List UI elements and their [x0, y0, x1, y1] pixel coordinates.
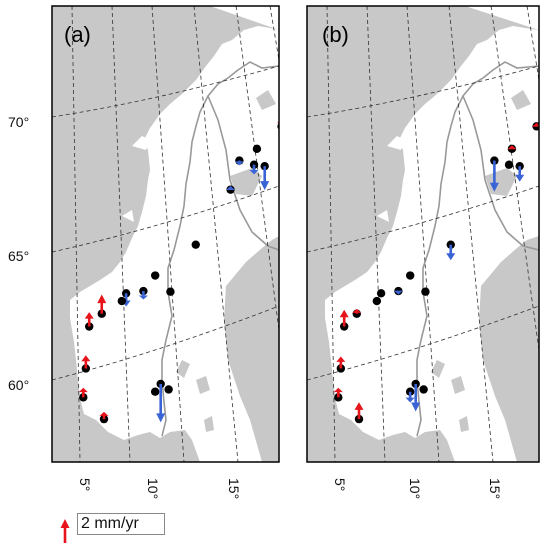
velocity-arrow-head: [489, 182, 499, 192]
gps-station: [421, 287, 430, 296]
legend-scale-label: 2 mm/yr: [77, 513, 165, 535]
inland-water: [176, 90, 279, 462]
panel-frame: [306, 5, 540, 463]
graticule: [307, 6, 539, 462]
gps-station: [117, 296, 127, 306]
latitude-labels: 70° 65° 60°: [8, 114, 29, 393]
velocity-arrow-head: [138, 295, 148, 300]
gps-station: [419, 385, 428, 394]
velocity-arrow-head: [352, 308, 362, 313]
gps-station: [150, 387, 160, 396]
national-borders: [416, 61, 539, 437]
panel-frame: [51, 5, 280, 463]
velocity-arrow-head: [354, 402, 364, 410]
lon-label: 5°: [332, 478, 348, 491]
lat-label: 65°: [8, 248, 29, 264]
velocity-arrow-head: [515, 174, 525, 182]
velocity-arrow-head: [81, 355, 91, 362]
panel-a: (a): [51, 5, 280, 463]
gps-station: [406, 271, 415, 280]
national-borders: [161, 61, 279, 437]
velocity-arrow-head: [260, 181, 270, 191]
longitude-labels-b: 5° 10° 15°: [332, 478, 503, 499]
velocity-arrow-head: [249, 170, 259, 175]
velocity-arrow-head: [78, 387, 88, 393]
velocity-arrow-head: [234, 161, 244, 166]
velocity-arrow-head: [333, 387, 343, 393]
velocity-arrow-head: [339, 309, 349, 318]
legend-arrow-head: [60, 519, 70, 528]
lat-label: 70°: [8, 114, 29, 130]
lon-label: 10°: [145, 478, 161, 499]
velocity-arrow-head: [532, 122, 539, 127]
gps-station: [166, 287, 175, 296]
gps-station: [504, 160, 514, 169]
panel-label: (a): [64, 22, 91, 47]
velocity-arrow-head: [446, 253, 456, 261]
lon-label: 15°: [226, 478, 242, 499]
lat-label: 60°: [8, 377, 29, 393]
velocity-arrow-head: [507, 145, 517, 150]
velocity-arrow-head: [226, 186, 236, 191]
gps-station: [139, 286, 148, 296]
velocity-arrow-head: [405, 397, 415, 403]
velocity-arrow-head: [99, 411, 109, 416]
gps-station: [191, 240, 200, 249]
longitude-labels-a: 5° 10° 15°: [77, 478, 242, 499]
lon-label: 5°: [77, 478, 93, 491]
gps-station: [252, 144, 262, 154]
graticule: [52, 6, 279, 462]
legend-arrow: [60, 519, 70, 543]
velocity-arrow-head: [336, 356, 346, 362]
station-markers: [78, 121, 279, 424]
velocity-arrow-head: [411, 402, 421, 412]
station-markers: [333, 122, 539, 424]
lon-label: 15°: [487, 478, 503, 499]
velocity-arrow-head: [84, 312, 94, 319]
velocity-arrow-head: [97, 294, 107, 304]
gps-station: [372, 296, 382, 306]
gps-station: [164, 385, 173, 394]
velocity-arrow-head: [156, 413, 166, 423]
panel-b: (b): [306, 5, 540, 463]
panel-label: (b): [322, 22, 349, 47]
velocity-arrow-head: [393, 290, 403, 295]
gps-station: [151, 271, 160, 280]
lon-label: 10°: [407, 478, 423, 499]
gps-station: [376, 289, 386, 298]
